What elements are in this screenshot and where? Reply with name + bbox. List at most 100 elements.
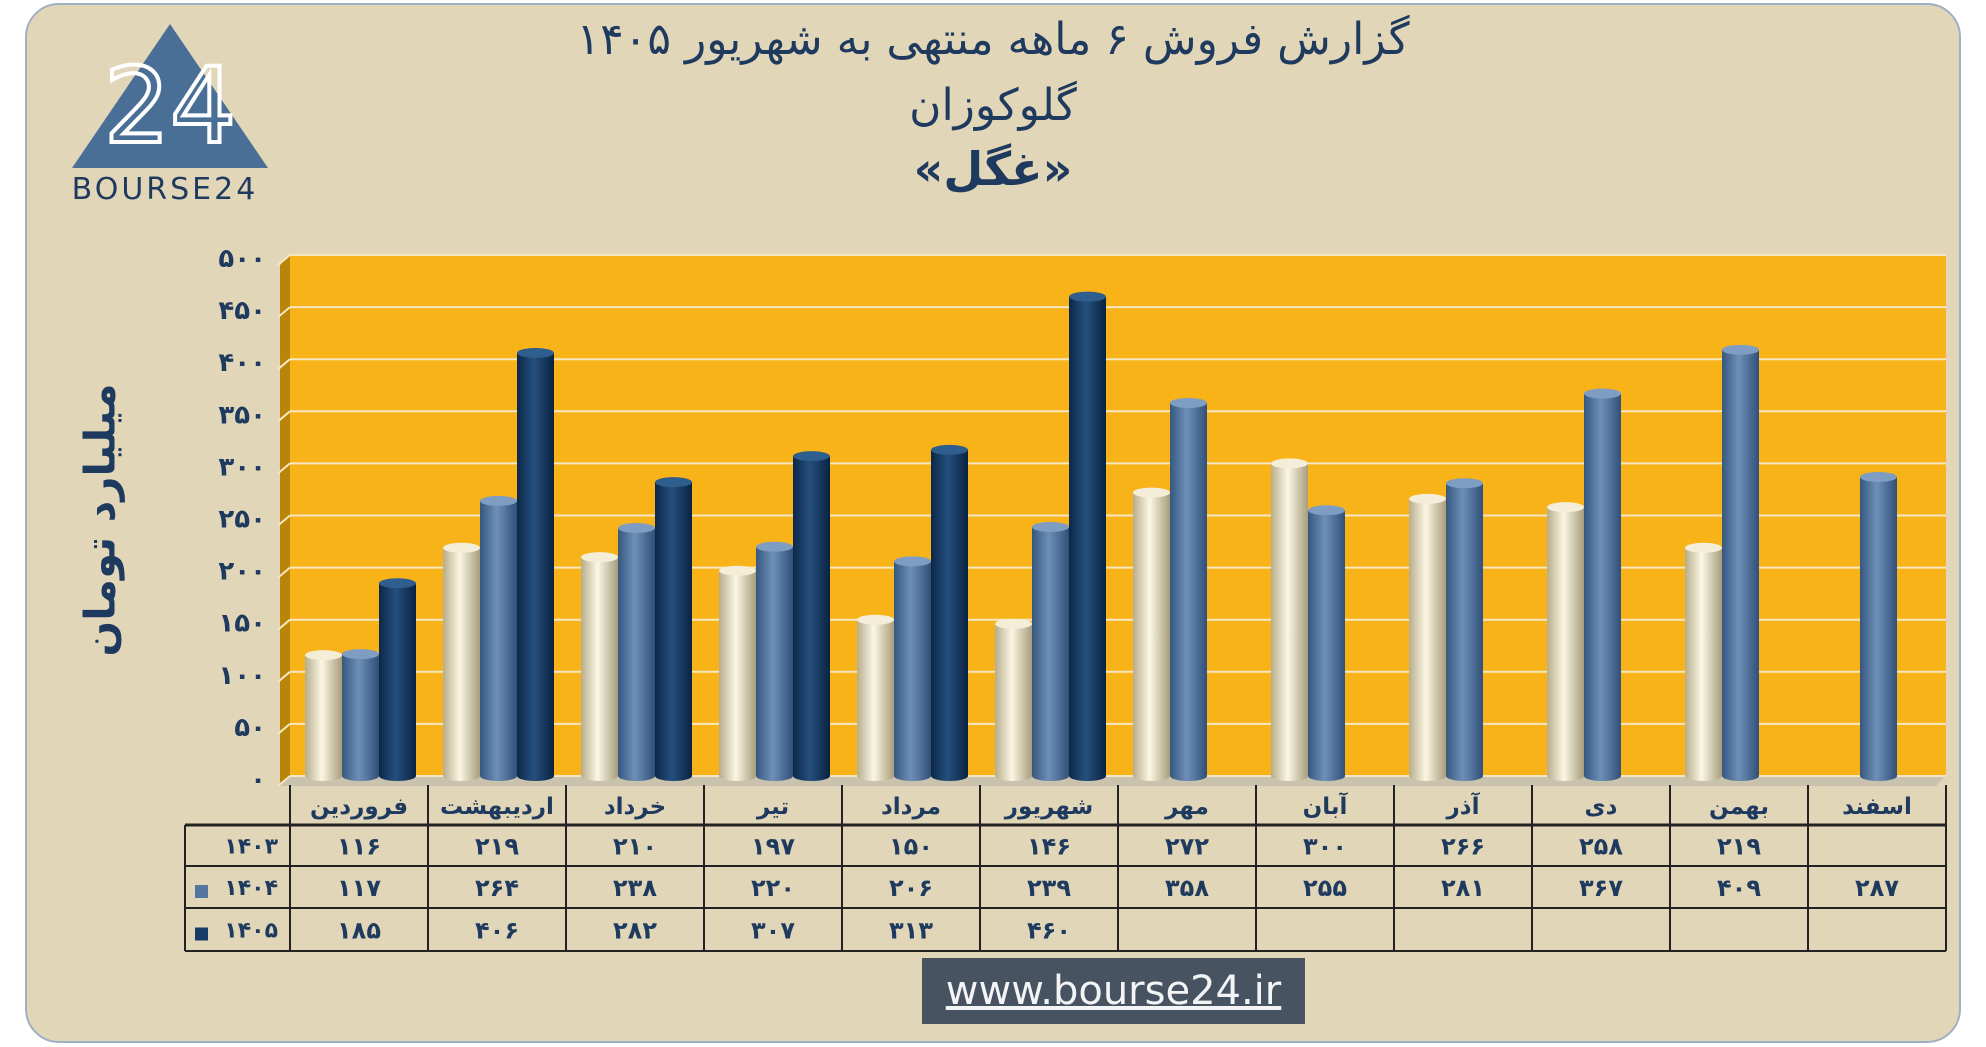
y-axis-label: میلیارد تومان bbox=[76, 383, 126, 656]
bar-cap bbox=[1271, 458, 1308, 469]
data-label: ۲۷۲ bbox=[1165, 833, 1209, 861]
data-label: ۲۸۷ bbox=[1855, 874, 1899, 902]
bar-۱۴۰۴-خرداد bbox=[618, 528, 655, 776]
bar-base bbox=[655, 771, 692, 781]
bar-cap bbox=[1170, 397, 1207, 408]
bar-base bbox=[1584, 771, 1621, 781]
y-tick-label: ۰ bbox=[250, 765, 266, 795]
gridline-side bbox=[277, 462, 291, 475]
bar-base bbox=[894, 771, 931, 781]
data-label: ۱۹۷ bbox=[751, 833, 795, 861]
bar-۱۴۰۳-تیر bbox=[719, 570, 756, 776]
bar-cap bbox=[655, 477, 692, 488]
chart-title: گزارش فروش ۶ ماهه منتهی به شهریور ۱۴۰۵ bbox=[576, 14, 1410, 65]
category-label: فروردین bbox=[310, 794, 408, 820]
data-label: ۳۰۰ bbox=[1303, 833, 1347, 861]
bar-۱۴۰۵-تیر bbox=[793, 456, 830, 776]
data-label: ۲۶۴ bbox=[475, 874, 519, 902]
bar-base bbox=[581, 771, 618, 781]
y-tick-label: ۲۵۰ bbox=[218, 505, 266, 535]
category-label: مهر bbox=[1164, 794, 1209, 820]
bar-cap bbox=[857, 614, 894, 625]
company-name: گلوکوزان bbox=[909, 80, 1077, 131]
bar-base bbox=[443, 771, 480, 781]
bar-base bbox=[1170, 771, 1207, 781]
bar-cap bbox=[517, 347, 554, 358]
bar-cap bbox=[995, 618, 1032, 629]
bar-base bbox=[1133, 771, 1170, 781]
ticker-symbol: «غگل» bbox=[913, 142, 1073, 196]
bar-۱۴۰۳-خرداد bbox=[581, 557, 618, 776]
bar-۱۴۰۴-دی bbox=[1584, 393, 1621, 776]
website-link[interactable]: www.bourse24.ir bbox=[945, 968, 1282, 1014]
bar-۱۴۰۴-مهر bbox=[1170, 402, 1207, 776]
bar-۱۴۰۴-آبان bbox=[1308, 510, 1345, 776]
data-label: ۲۳۸ bbox=[613, 874, 657, 902]
bar-cap bbox=[1722, 344, 1759, 355]
category-label: اسفند bbox=[1842, 794, 1912, 820]
gridline-side bbox=[277, 775, 291, 787]
data-label: ۳۶۷ bbox=[1579, 874, 1623, 902]
data-label: ۲۵۸ bbox=[1579, 833, 1623, 861]
bar-base bbox=[305, 771, 342, 781]
bar-base bbox=[1547, 771, 1584, 781]
data-label: ۲۳۹ bbox=[1027, 874, 1071, 902]
bar-cap bbox=[1133, 487, 1170, 498]
bar-base bbox=[1860, 771, 1897, 781]
data-label: ۴۶۰ bbox=[1027, 917, 1071, 945]
data-label: ۲۵۵ bbox=[1303, 874, 1347, 902]
series-name: ۱۴۰۴ bbox=[224, 876, 278, 901]
bar-base bbox=[342, 771, 379, 781]
gridline-side bbox=[277, 306, 291, 318]
data-label: ۳۰۷ bbox=[751, 917, 795, 945]
gridline-side bbox=[277, 254, 291, 266]
data-label: ۲۱۰ bbox=[613, 833, 657, 861]
bar-cap bbox=[1547, 502, 1584, 513]
bar-cap bbox=[581, 552, 618, 563]
bar-۱۴۰۴-فروردین bbox=[342, 654, 379, 776]
bar-cap bbox=[1409, 493, 1446, 504]
bar-cap bbox=[756, 541, 793, 552]
bar-cap bbox=[793, 451, 830, 462]
y-tick-label: ۵۰۰ bbox=[218, 244, 266, 274]
gridline-side bbox=[277, 618, 291, 631]
category-label: آذر bbox=[1446, 791, 1481, 820]
data-label: ۲۸۲ bbox=[613, 917, 657, 945]
y-tick-label: ۴۵۰ bbox=[218, 296, 266, 326]
bar-cap bbox=[480, 495, 517, 506]
bar-cap bbox=[618, 523, 655, 534]
gridline-side bbox=[277, 410, 291, 423]
bar-۱۴۰۵-مرداد bbox=[931, 449, 968, 776]
gridline-side bbox=[277, 723, 291, 735]
website-banner: www.bourse24.ir bbox=[922, 958, 1305, 1024]
bar-base bbox=[1069, 771, 1106, 781]
bar-cap bbox=[719, 565, 756, 576]
y-tick-label: ۳۰۰ bbox=[218, 452, 266, 482]
bar-base bbox=[1409, 771, 1446, 781]
gridline-side bbox=[277, 514, 291, 527]
category-label: شهریور bbox=[1004, 794, 1093, 820]
category-label: دی bbox=[1585, 794, 1618, 820]
bar-base bbox=[931, 771, 968, 781]
bars bbox=[305, 291, 1897, 781]
bar-cap bbox=[379, 578, 416, 589]
bar-cap bbox=[1685, 542, 1722, 553]
bar-cap bbox=[1860, 471, 1897, 482]
data-label: ۴۰۶ bbox=[475, 917, 519, 945]
bar-base bbox=[618, 771, 655, 781]
category-label: مرداد bbox=[881, 794, 941, 820]
legend-swatch bbox=[195, 885, 208, 898]
bar-base bbox=[1722, 771, 1759, 781]
bar-cap bbox=[931, 444, 968, 455]
data-table: فروردین اردیبهشت خرداد تیر مرداد شهریور مهر آبا… bbox=[184, 785, 1947, 952]
bar-cap bbox=[342, 649, 379, 660]
data-label: ۲۰۶ bbox=[889, 874, 933, 902]
bar-base bbox=[756, 771, 793, 781]
y-axis-label-text: میلیارد تومان bbox=[76, 383, 126, 656]
category-label: بهمن bbox=[1709, 794, 1769, 820]
plot-floor bbox=[280, 776, 1946, 786]
bar-cap bbox=[443, 542, 480, 553]
bar-base bbox=[379, 771, 416, 781]
data-label: ۱۵۰ bbox=[889, 833, 933, 861]
